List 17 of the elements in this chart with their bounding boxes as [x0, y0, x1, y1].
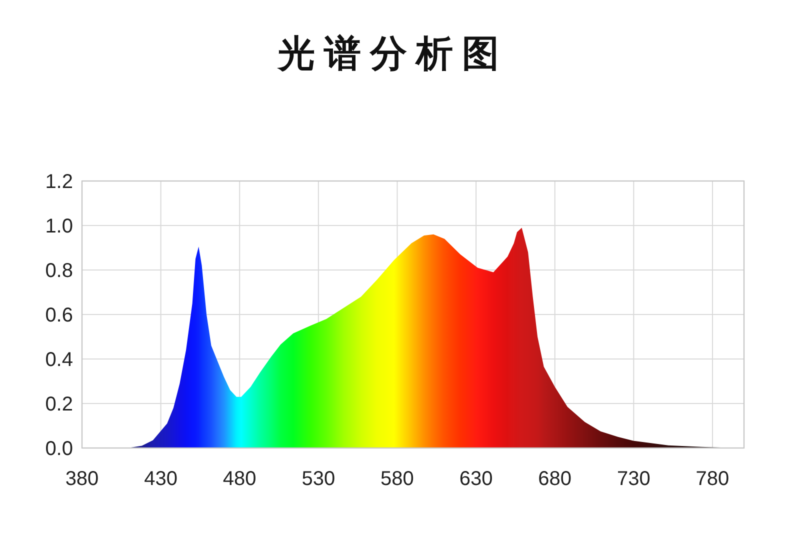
y-tick-label: 0.2 [45, 394, 73, 416]
x-tick-label: 380 [65, 468, 99, 490]
x-tick-label: 530 [302, 468, 336, 490]
y-tick-label: 1.2 [45, 171, 73, 193]
y-tick-label: 1.0 [45, 216, 73, 238]
x-tick-label: 730 [616, 468, 650, 490]
x-tick-label: 430 [144, 468, 178, 490]
y-tick-label: 0.8 [45, 260, 73, 282]
title: 光谱分析图 [278, 32, 508, 75]
x-tick-label: 680 [538, 468, 572, 490]
x-tick-label: 580 [380, 468, 414, 490]
x-tick-label: 630 [459, 468, 493, 490]
x-tick-label: 780 [696, 468, 730, 490]
y-tick-label: 0.0 [45, 438, 73, 460]
y-tick-label: 0.6 [45, 304, 73, 326]
y-tick-label: 0.4 [45, 349, 73, 371]
x-tick-label: 480 [222, 468, 256, 490]
